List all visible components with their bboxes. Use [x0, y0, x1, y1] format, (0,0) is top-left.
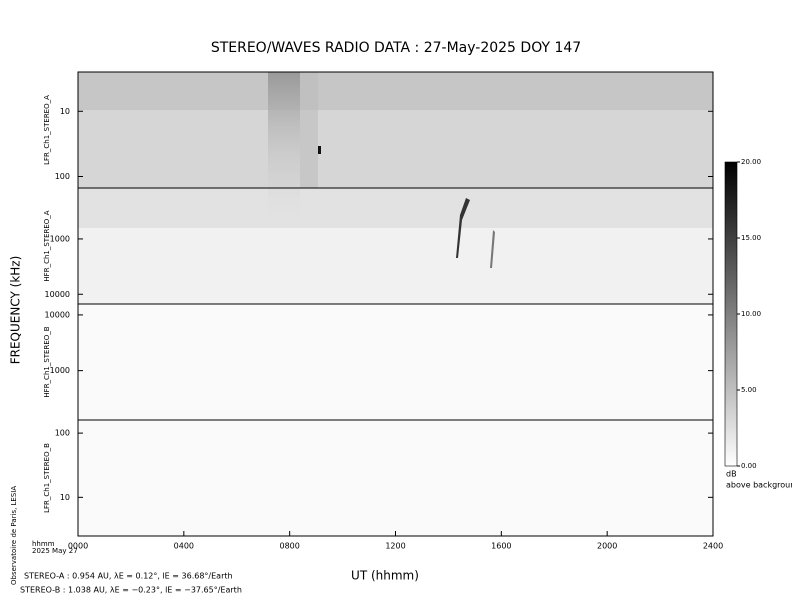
panel-label: LFR_Ch1_STEREO_A	[43, 95, 51, 165]
colorbar-tick-label: 5.00	[741, 386, 757, 394]
chart-title: STEREO/WAVES RADIO DATA : 27-May-2025 DO…	[211, 40, 581, 56]
colorbar-unit: dB	[726, 470, 737, 479]
colorbar-tick-label: 15.00	[741, 234, 761, 242]
panel-label: LFR_Ch1_STEREO_B	[43, 443, 51, 513]
y-tick-label: 1000	[50, 234, 70, 243]
y-tick-label: 10000	[45, 290, 70, 299]
y-tick-label: 100	[55, 172, 70, 181]
x-tick-label: 0800	[279, 542, 299, 551]
date: 2025 May 27	[32, 547, 78, 555]
x-tick-label: 2400	[703, 542, 723, 551]
spectrogram-feature	[456, 198, 470, 258]
y-tick-label: 100	[55, 429, 70, 438]
y-tick-label: 10	[60, 107, 70, 116]
x-tick-label: 1200	[385, 542, 405, 551]
spectrogram-feature	[300, 72, 318, 188]
panel-label: HFR_Ch1_STEREO_B	[43, 326, 51, 397]
colorbar-tick-label: 0.00	[741, 462, 757, 470]
colorbar-tick-label: 20.00	[741, 158, 761, 166]
credit: Observatoire de Paris, LESIA	[10, 486, 18, 585]
y-tick-label: 10	[60, 493, 70, 502]
note: STEREO-A : 0.954 AU, λE = 0.12°, lE = 36…	[24, 572, 233, 581]
spectrogram-feature	[490, 230, 495, 268]
note: STEREO-B : 1.038 AU, λE = −0.23°, lE = −…	[20, 586, 242, 595]
x-tick-label: 1600	[491, 542, 511, 551]
y-tick-label: 1000	[50, 366, 70, 375]
x-tick-label: 0000	[68, 542, 88, 551]
panel-label: HFR_Ch1_STEREO_A	[43, 210, 51, 281]
x-axis-title: UT (hhmm)	[351, 569, 419, 583]
spectrogram-bg	[78, 72, 713, 110]
colorbar-label: above background	[726, 481, 792, 490]
colorbar	[724, 161, 738, 467]
spectrogram-feature	[268, 72, 300, 222]
date-unit: hhmm	[32, 540, 55, 548]
y-tick-label: 10000	[45, 310, 70, 319]
colorbar-tick-label: 10.00	[741, 310, 761, 318]
x-tick-label: 2000	[597, 542, 617, 551]
x-tick-label: 0400	[174, 542, 194, 551]
spectrogram-feature	[318, 146, 321, 154]
spectrogram-bg	[78, 188, 713, 228]
y-axis-title: FREQUENCY (kHz)	[9, 256, 23, 365]
